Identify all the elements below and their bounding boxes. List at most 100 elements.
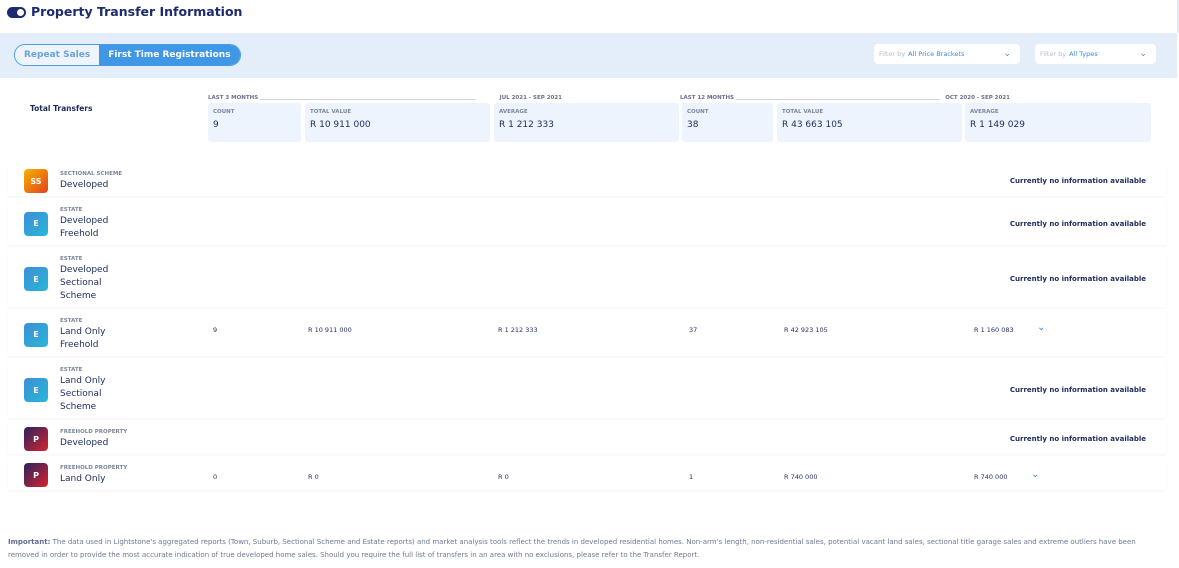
row-name: Freehold xyxy=(60,229,99,239)
row-name: Developed xyxy=(60,216,109,226)
filter-value: All Types xyxy=(1069,50,1098,58)
row-title: ESTATE Land Only Freehold xyxy=(60,317,105,352)
price-bracket-filter[interactable]: Filter by All Price Brackets ⌄ xyxy=(874,44,1020,64)
no-info-message: Currently no information available xyxy=(1009,219,1146,228)
row-value: 1 xyxy=(689,473,694,481)
row-title: FREEHOLD PROPERTY Land Only xyxy=(60,464,127,486)
freehold-property-icon: P xyxy=(24,463,48,487)
estate-icon: E xyxy=(24,211,48,236)
period-label: LAST 12 MONTHS xyxy=(680,95,735,101)
no-info-message: Currently no information available xyxy=(1009,386,1146,394)
filter-value: All Price Brackets xyxy=(908,50,965,58)
count-12m-card: COUNT 38 xyxy=(682,103,773,142)
period-range: OCT 2020 - SEP 2021 xyxy=(945,95,1010,101)
no-info-message: Currently no information available xyxy=(1009,275,1146,283)
row-value: 37 xyxy=(689,326,698,334)
row-name: Sectional xyxy=(60,389,102,399)
divider xyxy=(736,99,940,100)
last-12-months-header: LAST 12 MONTHS OCT 2020 - SEP 2021 xyxy=(680,95,1010,103)
table-row[interactable]: E ESTATE Land Only Freehold 9 R 10 911 000 R 1… xyxy=(8,312,1166,356)
total-12m-card: TOTAL VALUE R 43 663 105 xyxy=(777,103,962,142)
row-value: R 0 xyxy=(308,473,319,481)
row-value: R 740 000 xyxy=(974,473,1008,481)
row-name: Developed xyxy=(60,438,109,448)
header: Property Transfer Information xyxy=(0,0,1179,33)
card-label: TOTAL VALUE xyxy=(782,109,824,115)
table-row: E ESTATE Developed Sectional Scheme Currently… xyxy=(8,250,1166,307)
chevron-down-icon: ⌄ xyxy=(1003,49,1011,59)
page-title: Property Transfer Information xyxy=(31,4,243,19)
toggle-switch[interactable] xyxy=(7,7,26,18)
card-label: COUNT xyxy=(687,109,709,115)
table-row: P FREEHOLD PROPERTY Developed Currently no … xyxy=(8,423,1166,454)
no-info-message: Currently no information available xyxy=(1009,177,1146,185)
table-row: E ESTATE Land Only Sectional Scheme Currently… xyxy=(8,361,1166,418)
period-range: JUL 2021 - SEP 2021 xyxy=(499,95,562,101)
row-value: R 1 212 333 xyxy=(498,326,538,334)
last-3-months-header: LAST 3 MONTHS JUL 2021 - SEP 2021 xyxy=(208,95,562,103)
row-category: ESTATE xyxy=(60,318,83,324)
table-row: E ESTATE Developed Freehold Currently no inf… xyxy=(8,201,1166,245)
row-value: 0 xyxy=(213,473,218,481)
disclaimer-label: Important: xyxy=(8,538,51,546)
row-name: Developed xyxy=(60,265,109,275)
row-name: Developed xyxy=(60,180,109,190)
avg-12m-card: AVERAGE R 1 149 029 xyxy=(965,103,1151,142)
divider xyxy=(260,99,476,100)
tab-group: Repeat Sales First Time Registrations xyxy=(14,44,241,66)
row-value: 9 xyxy=(213,326,218,334)
row-title: ESTATE Land Only Sectional Scheme xyxy=(60,366,105,414)
chevron-down-icon: ⌄ xyxy=(1139,49,1147,59)
card-label: COUNT xyxy=(213,109,235,115)
row-name: Land Only xyxy=(60,474,106,484)
row-value: R 0 xyxy=(498,473,509,481)
property-type-list: SS SECTIONAL SCHEME Developed Currently no … xyxy=(8,165,1166,495)
row-category: ESTATE xyxy=(60,367,83,373)
card-value: R 1 212 333 xyxy=(499,120,554,130)
row-value: R 1 160 083 xyxy=(974,326,1014,334)
table-row[interactable]: P FREEHOLD PROPERTY Land Only 0 R 0 R 0 1 R 740… xyxy=(8,459,1166,490)
card-value: 38 xyxy=(687,120,699,130)
estate-icon: E xyxy=(24,267,48,291)
count-3m-card: COUNT 9 xyxy=(208,103,301,142)
row-name: Land Only xyxy=(60,376,106,386)
period-label: LAST 3 MONTHS xyxy=(208,95,259,101)
tab-first-time-registrations[interactable]: First Time Registrations xyxy=(99,45,240,65)
table-row: SS SECTIONAL SCHEME Developed Currently no … xyxy=(8,165,1166,196)
expand-chevron-icon[interactable]: ⌄ xyxy=(1037,322,1046,333)
row-name: Sectional xyxy=(60,278,102,288)
card-label: AVERAGE xyxy=(970,109,999,115)
row-title: FREEHOLD PROPERTY Developed xyxy=(60,428,127,450)
expand-chevron-icon[interactable]: ⌄ xyxy=(1031,469,1040,480)
row-category: ESTATE xyxy=(60,256,83,262)
filter-label: Filter by xyxy=(1040,50,1067,58)
row-value: R 10 911 000 xyxy=(308,326,352,334)
card-value: 9 xyxy=(213,120,219,130)
card-value: R 10 911 000 xyxy=(310,120,371,130)
tab-repeat-sales[interactable]: Repeat Sales xyxy=(15,45,100,65)
sectional-scheme-icon: SS xyxy=(24,169,48,193)
total-transfers-label: Total Transfers xyxy=(30,104,93,113)
row-category: FREEHOLD PROPERTY xyxy=(60,465,128,471)
row-value: R 740 000 xyxy=(784,473,818,481)
row-category: ESTATE xyxy=(60,207,83,213)
card-value: R 43 663 105 xyxy=(782,120,843,130)
filter-label: Filter by xyxy=(879,50,906,58)
type-filter[interactable]: Filter by All Types ⌄ xyxy=(1035,44,1156,64)
row-category: FREEHOLD PROPERTY xyxy=(60,429,128,435)
total-3m-card: TOTAL VALUE R 10 911 000 xyxy=(305,103,490,142)
disclaimer-text: The data used in Lightstone's aggregated… xyxy=(8,538,1136,559)
estate-icon: E xyxy=(24,378,48,402)
card-label: TOTAL VALUE xyxy=(310,109,352,115)
row-category: SECTIONAL SCHEME xyxy=(60,171,123,177)
row-name: Scheme xyxy=(60,291,97,301)
disclaimer: Important: The data used in Lightstone's… xyxy=(8,536,1168,562)
row-name: Scheme xyxy=(60,402,97,412)
freehold-property-icon: P xyxy=(24,427,48,451)
card-value: R 1 149 029 xyxy=(970,120,1025,130)
no-info-message: Currently no information available xyxy=(1009,435,1146,443)
row-name: Land Only xyxy=(60,327,106,337)
estate-icon: E xyxy=(24,322,48,347)
row-value: R 42 923 105 xyxy=(784,326,828,334)
row-name: Freehold xyxy=(60,340,99,350)
